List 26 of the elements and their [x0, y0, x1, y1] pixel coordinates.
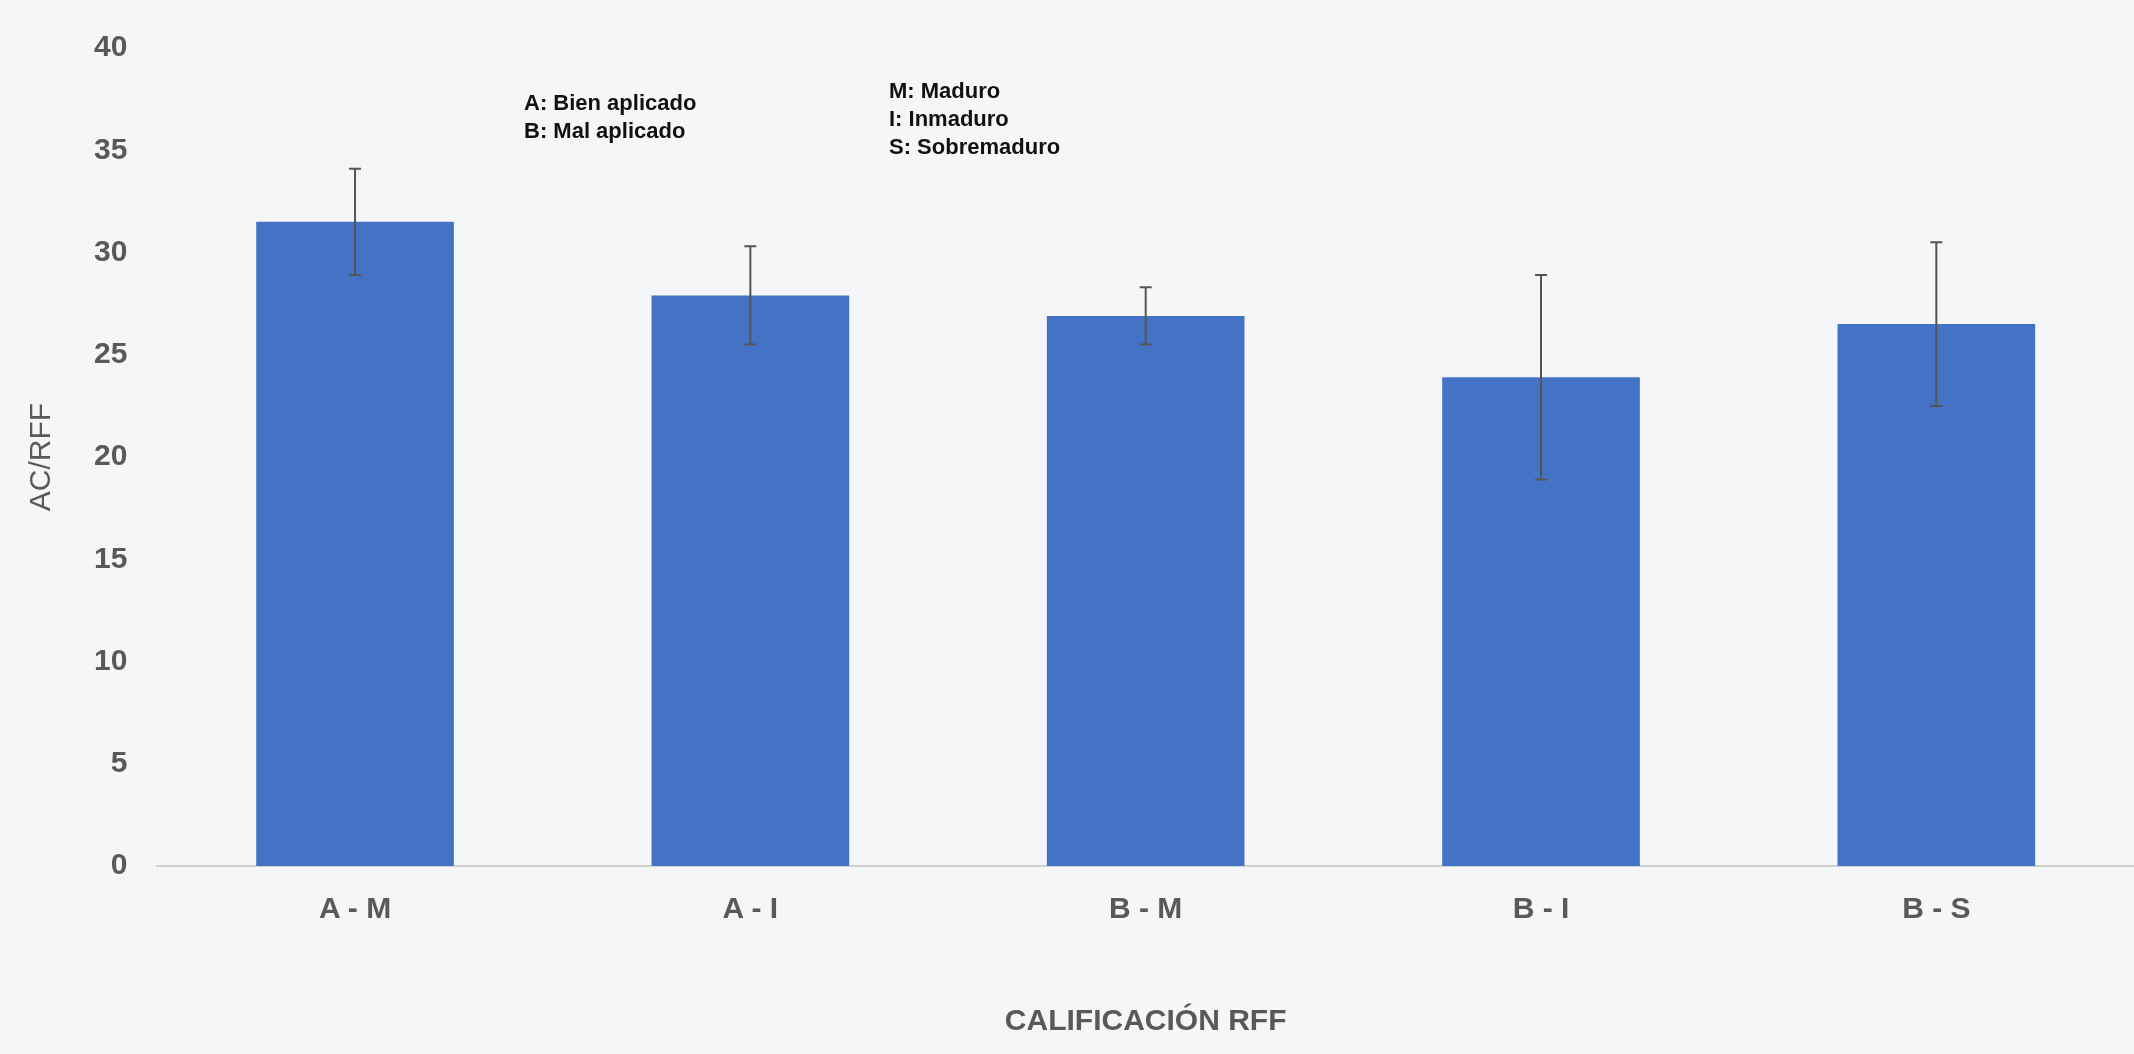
- annotation: S: Sobremaduro: [889, 134, 1061, 160]
- y-tick-label: 30: [93, 233, 128, 267]
- annotation: B: Mal aplicado: [524, 118, 686, 144]
- x-tick-label: B - S: [1902, 891, 1971, 925]
- bar: [1046, 315, 1245, 866]
- x-axis-title: CALIFICACIÓN RFF: [1004, 1003, 1287, 1037]
- x-tick-label: B - M: [1109, 891, 1183, 925]
- x-tick-label: A - M: [318, 891, 392, 925]
- y-tick-label: 5: [110, 745, 128, 779]
- bar: [1837, 324, 2036, 866]
- bar: [256, 221, 454, 866]
- annotation: I: Inmaduro: [889, 106, 1009, 132]
- y-tick-label: 15: [93, 540, 128, 574]
- y-tick-label: 0: [110, 847, 128, 881]
- bar: [651, 295, 850, 866]
- y-tick-label: 10: [93, 642, 128, 676]
- annotation: A: Bien aplicado: [524, 90, 697, 116]
- y-tick-label: 25: [93, 336, 128, 370]
- y-tick-label: 40: [93, 29, 128, 63]
- y-axis-title: AC/RFF: [23, 402, 57, 512]
- y-tick-label: 35: [93, 131, 128, 165]
- y-tick-label: 20: [93, 438, 128, 472]
- annotation: M: Maduro: [889, 78, 1001, 104]
- x-tick-label: A - I: [722, 891, 779, 925]
- bar: [1442, 377, 1640, 866]
- x-tick-label: B - I: [1512, 891, 1570, 925]
